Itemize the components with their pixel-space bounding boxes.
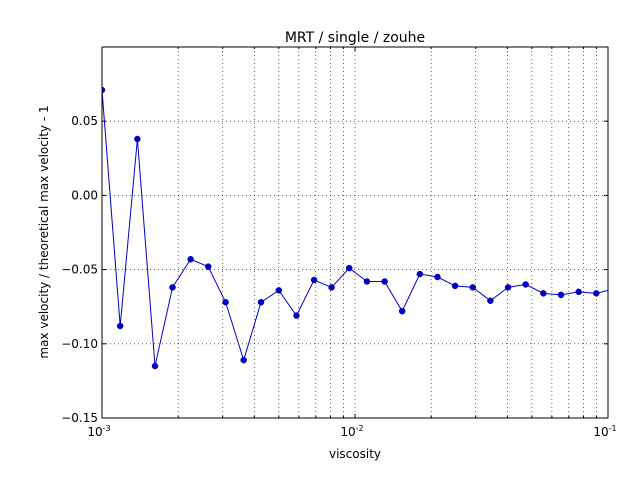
y-tick-label: 0.00 [71, 188, 98, 202]
x-tick-label: 10-2 [340, 424, 363, 439]
ticks [101, 47, 609, 419]
data-point [205, 263, 212, 270]
data-point [434, 273, 441, 281]
data-point [611, 286, 617, 292]
data-point [275, 287, 283, 294]
data-point [575, 288, 582, 296]
data-point [363, 278, 371, 285]
data-point [240, 356, 247, 364]
data-point [328, 284, 335, 291]
data-point [381, 278, 388, 285]
data-point [151, 362, 159, 370]
tick-labels: 10-3 10-2 10-1 −0.15 −0.10 −0.05 0.00 0.05 [61, 114, 616, 439]
data-point [451, 282, 459, 290]
y-tick-label: 0.05 [71, 114, 98, 128]
x-tick-label: 10-3 [87, 424, 110, 439]
plot-frame [101, 46, 609, 419]
data-point [169, 284, 176, 291]
data-point [416, 270, 424, 278]
data-point [487, 297, 494, 305]
data-point [116, 322, 124, 330]
data-point [522, 281, 529, 288]
x-tick-label: 10-1 [593, 424, 616, 439]
series-group [102, 86, 617, 370]
data-point [593, 290, 600, 297]
y-tick-label: −0.10 [61, 337, 98, 351]
data-point [257, 299, 265, 306]
series-layer [102, 86, 617, 370]
data-point [222, 299, 229, 306]
y-axis-title: max velocity / theoretical max velocity … [37, 105, 51, 358]
data-point [102, 86, 106, 94]
data-point [398, 307, 406, 315]
data-point [504, 284, 512, 291]
y-tick-label: −0.15 [61, 411, 98, 425]
data-point [310, 276, 318, 284]
x-axis-title: viscosity [329, 447, 381, 461]
data-point [187, 255, 194, 263]
data-point [540, 290, 547, 297]
data-point [293, 312, 300, 319]
y-tick-label: −0.05 [61, 263, 98, 277]
data-point [346, 264, 353, 272]
chart-title: MRT / single / zouhe [285, 30, 425, 46]
grid [101, 47, 609, 419]
data-point [557, 291, 565, 299]
data-point [469, 284, 477, 291]
series-line [102, 90, 608, 367]
data-point [134, 135, 141, 143]
